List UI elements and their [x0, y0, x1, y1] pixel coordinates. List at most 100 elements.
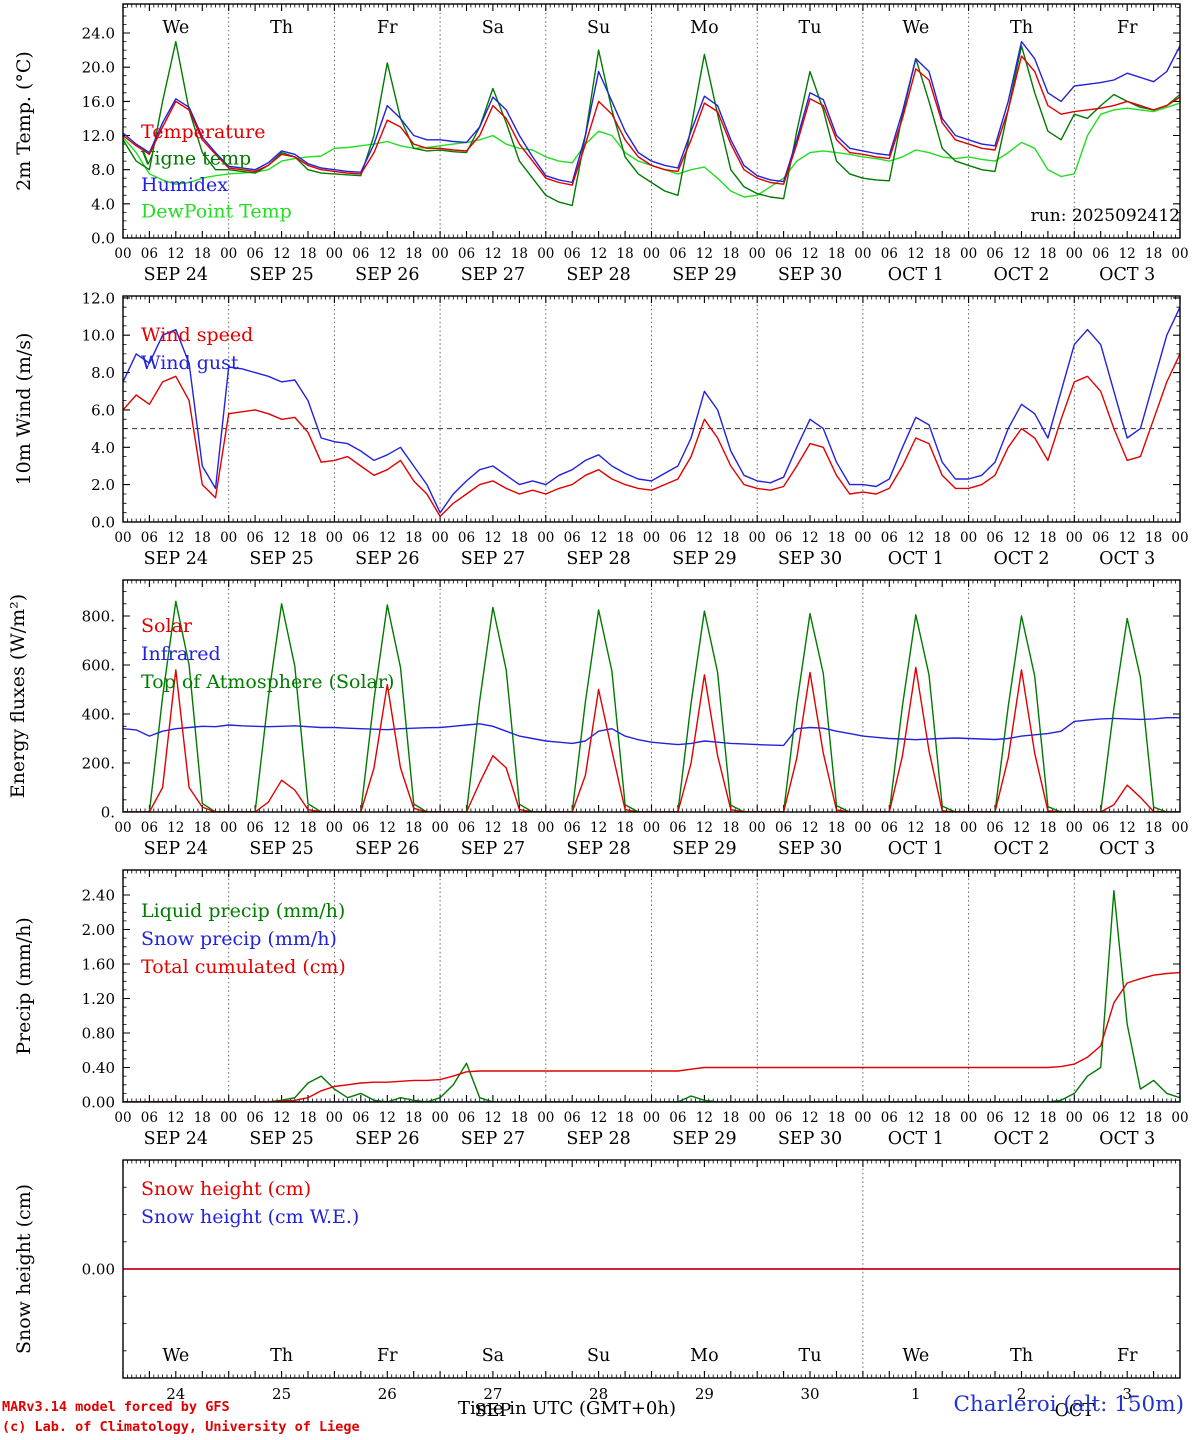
- minor-ticks: [123, 1159, 1180, 1379]
- hour-label: 18: [828, 530, 845, 546]
- panel-border: [122, 1159, 1181, 1379]
- hour-label: 12: [1119, 820, 1136, 836]
- panel-wind: 0.0 2.0 4.0 6.0 8.0 10.0 12.0 Wind speed Wind gu…: [82, 289, 1189, 569]
- y-tick-label: 200.: [82, 755, 115, 773]
- hour-label: 06: [669, 1110, 686, 1126]
- day-number: 24: [166, 1385, 185, 1403]
- hour-label: 18: [934, 530, 951, 546]
- date-label: SEP 30: [778, 549, 842, 569]
- hour-label: 00: [643, 1110, 660, 1126]
- hour-label: 12: [379, 246, 396, 262]
- hour-label: 06: [564, 820, 581, 836]
- date-label: OCT 1: [888, 265, 944, 285]
- hour-label: 12: [907, 1110, 924, 1126]
- series-wind-gust: [123, 306, 1180, 514]
- date-label: OCT 2: [993, 265, 1049, 285]
- y-tick-label: 2.00: [82, 921, 115, 939]
- y-tick-label: 0.: [101, 804, 115, 822]
- y-tick-label: 0.00: [82, 1094, 115, 1112]
- hour-label: 12: [907, 246, 924, 262]
- y-axis-title-precip: Precip (mm/h): [13, 917, 35, 1055]
- panel-border: [122, 869, 1181, 1103]
- hour-label: 12: [167, 530, 184, 546]
- date-label: OCT 2: [993, 839, 1049, 859]
- hour-label: 18: [194, 820, 211, 836]
- date-label: SEP 29: [672, 1129, 736, 1149]
- y-tick-label: 2.40: [82, 887, 115, 905]
- hour-label: 12: [484, 820, 501, 836]
- hour-label: 18: [828, 246, 845, 262]
- hour-label: 00: [643, 820, 660, 836]
- hour-label: 12: [484, 246, 501, 262]
- hour-label: 00: [220, 246, 237, 262]
- hour-label: 00: [326, 530, 343, 546]
- hour-label: 06: [564, 530, 581, 546]
- date-label: SEP 28: [566, 839, 630, 859]
- date-label: SEP 29: [672, 839, 736, 859]
- y-tick-label: 8.0: [91, 161, 115, 179]
- hour-label: 06: [458, 820, 475, 836]
- hour-label: 00: [960, 1110, 977, 1126]
- y-tick-label: 24.0: [82, 25, 115, 43]
- hour-label: 12: [801, 1110, 818, 1126]
- hour-label: 18: [617, 530, 634, 546]
- hour-label: 00: [1171, 820, 1188, 836]
- hour-label: 12: [484, 1110, 501, 1126]
- y-tick-label: 4.0: [91, 195, 115, 213]
- hour-label: 00: [1066, 1110, 1083, 1126]
- panel-temperature: 0.0 4.0 8.0 12.0 16.0 20.0 24.0 Temperature Vign…: [82, 3, 1189, 285]
- y-tick-label: 12.0: [82, 289, 115, 307]
- day-name: Su: [587, 18, 610, 38]
- hour-label: 06: [247, 820, 264, 836]
- hour-label: 06: [458, 246, 475, 262]
- date-label: OCT 3: [1099, 1129, 1155, 1149]
- hour-label: 00: [960, 530, 977, 546]
- day-name: Fr: [377, 1346, 398, 1366]
- day-number: 29: [695, 1385, 714, 1403]
- hour-label: 06: [669, 820, 686, 836]
- date-label: SEP 28: [566, 265, 630, 285]
- hour-label: 12: [1119, 530, 1136, 546]
- y-tick-label: 800.: [82, 608, 115, 626]
- hour-label: 00: [432, 1110, 449, 1126]
- credit-line-2: (c) Lab. of Climatology, University of L…: [2, 1419, 360, 1435]
- hour-label: 00: [854, 246, 871, 262]
- series-total-cumulated: [123, 971, 1180, 1102]
- hour-label: 12: [1119, 1110, 1136, 1126]
- day-number: 3: [1122, 1385, 1132, 1403]
- hour-label: 00: [854, 820, 871, 836]
- hour-label: 18: [405, 530, 422, 546]
- hour-label: 18: [722, 820, 739, 836]
- hour-label: 00: [114, 530, 131, 546]
- hour-label: 18: [511, 530, 528, 546]
- hour-label: 00: [537, 530, 554, 546]
- series-infrared: [123, 717, 1180, 747]
- date-label: SEP 25: [249, 839, 313, 859]
- hour-label: 18: [934, 246, 951, 262]
- date-label: SEP 26: [355, 265, 419, 285]
- y-tick-label: 4.0: [91, 439, 115, 457]
- hour-label: 18: [828, 820, 845, 836]
- date-label: SEP 25: [249, 549, 313, 569]
- hour-label: 00: [1066, 820, 1083, 836]
- series-solar: [123, 666, 1180, 812]
- hour-label: 06: [352, 820, 369, 836]
- hour-label: 18: [1039, 246, 1056, 262]
- legend-snow-precip-mm-h: Snow precip (mm/h): [141, 928, 337, 950]
- hour-label: 12: [273, 530, 290, 546]
- hour-label: 18: [1145, 246, 1162, 262]
- series-wind-speed: [123, 353, 1180, 518]
- hour-label: 12: [590, 820, 607, 836]
- hour-label: 06: [458, 530, 475, 546]
- hour-label: 18: [511, 1110, 528, 1126]
- series-temperature: [123, 55, 1180, 186]
- day-name: Tu: [799, 18, 822, 38]
- legend-snow-height-cm: Snow height (cm): [141, 1178, 311, 1200]
- y-axis-title-wind: 10m Wind (m/s): [13, 333, 35, 486]
- day-name: Fr: [1117, 1346, 1138, 1366]
- hour-label: 06: [352, 530, 369, 546]
- hour-label: 18: [405, 1110, 422, 1126]
- hour-label: 00: [1066, 530, 1083, 546]
- y-tick-label: 10.0: [82, 327, 115, 345]
- hour-label: 18: [299, 1110, 316, 1126]
